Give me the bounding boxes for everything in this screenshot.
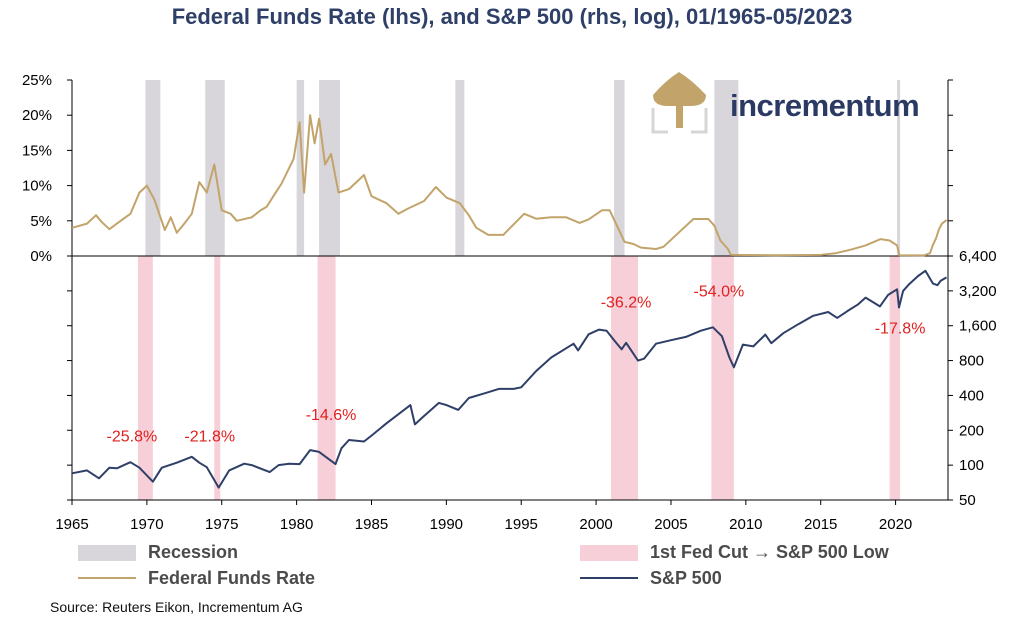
axes: 1965 1970 1975 1980 1985 1990 1995 2000 2005 2010… — [22, 72, 997, 533]
right-tick-label: 400 — [959, 387, 984, 404]
fed-cut-band — [317, 256, 336, 500]
x-tick-label: 1970 — [130, 516, 163, 533]
right-tick-label: 100 — [959, 457, 984, 474]
fed-cut-bands — [137, 256, 901, 500]
right-tick-label: 50 — [959, 492, 976, 509]
tree-logo-icon — [651, 72, 708, 134]
legend-swatch-ffr — [78, 577, 136, 579]
spx-line — [71, 269, 948, 489]
left-tick-label: 0% — [30, 248, 52, 265]
drawdown-label: -54.0% — [694, 284, 745, 301]
recession-band — [714, 80, 739, 256]
legend-label-fed-cut: 1st Fed Cut → S&P 500 Low — [650, 542, 889, 562]
recession-band — [455, 80, 465, 256]
x-tick-label: 1995 — [505, 516, 538, 533]
left-tick-label: 15% — [22, 142, 52, 159]
legend-label-recession: Recession — [148, 542, 239, 562]
tree-trunk — [676, 104, 683, 128]
x-tick-label: 1975 — [205, 516, 238, 533]
drawdown-label: -36.2% — [601, 294, 652, 311]
x-tick-label: 1990 — [430, 516, 463, 533]
chart-title: Federal Funds Rate (lhs), and S&P 500 (r… — [171, 4, 853, 29]
fed-cut-band — [214, 256, 221, 500]
x-tick-label: 1985 — [355, 516, 388, 533]
series-lines — [71, 114, 948, 489]
legend-swatch-fed-cut — [580, 545, 638, 561]
recession-band — [296, 80, 305, 256]
drawdown-label: -21.8% — [184, 429, 235, 446]
ffr-line — [71, 114, 948, 257]
x-tick-label: 2015 — [804, 516, 837, 533]
legend-label-ffr: Federal Funds Rate — [148, 568, 316, 588]
legend-label-spx: S&P 500 — [650, 568, 722, 588]
recession-bands — [145, 80, 901, 256]
recession-band — [614, 80, 625, 256]
left-tick-label: 10% — [22, 178, 52, 195]
fed-cut-band — [889, 256, 901, 500]
fed-cut-band — [711, 256, 734, 500]
fed-cut-band — [611, 256, 639, 500]
right-tick-label: 800 — [959, 353, 984, 370]
x-tick-label: 1965 — [55, 516, 88, 533]
right-tick-label: 6,400 — [959, 248, 997, 265]
left-tick-label: 5% — [30, 213, 52, 230]
recession-band — [145, 80, 161, 256]
legend-swatch-spx — [580, 577, 638, 579]
logo-text: incrementum — [730, 88, 920, 123]
right-tick-label: 3,200 — [959, 283, 997, 300]
annotations: -25.8% -21.8% -14.6% -36.2% -54.0% -17.8% — [107, 284, 926, 446]
right-tick-label: 1,600 — [959, 318, 997, 335]
legend-swatch-recession — [78, 545, 136, 561]
fed-cut-band — [137, 256, 153, 500]
drawdown-label: -17.8% — [875, 321, 926, 338]
drawdown-label: -14.6% — [306, 407, 357, 424]
left-tick-label: 25% — [22, 72, 52, 89]
tree-crown — [653, 72, 706, 106]
x-tick-label: 2005 — [654, 516, 687, 533]
x-tick-label: 2020 — [879, 516, 912, 533]
right-tick-label: 200 — [959, 422, 984, 439]
x-tick-label: 2000 — [579, 516, 612, 533]
left-tick-label: 20% — [22, 107, 52, 124]
drawdown-label: -25.8% — [107, 429, 158, 446]
tree-frame — [651, 108, 708, 134]
x-tick-label: 2010 — [729, 516, 762, 533]
source-note: Source: Reuters Eikon, Incrementum AG — [50, 599, 303, 615]
x-tick-label: 1980 — [280, 516, 313, 533]
recession-band — [319, 80, 341, 256]
recession-band — [897, 80, 901, 256]
